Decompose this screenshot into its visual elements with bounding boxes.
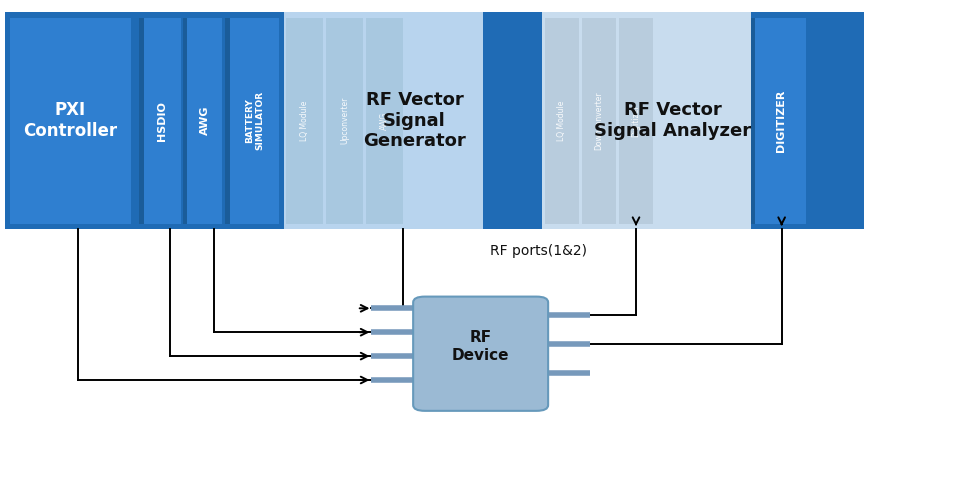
- FancyBboxPatch shape: [619, 18, 653, 224]
- Text: RF Vector
Signal
Generator: RF Vector Signal Generator: [363, 91, 466, 151]
- FancyBboxPatch shape: [144, 18, 181, 224]
- Text: Downconverter: Downconverter: [594, 91, 603, 150]
- FancyBboxPatch shape: [326, 18, 363, 224]
- FancyBboxPatch shape: [414, 296, 549, 411]
- Text: Digitizer: Digitizer: [631, 104, 640, 137]
- FancyBboxPatch shape: [10, 18, 131, 224]
- FancyBboxPatch shape: [230, 18, 279, 224]
- FancyBboxPatch shape: [582, 18, 616, 224]
- FancyBboxPatch shape: [183, 18, 187, 224]
- FancyBboxPatch shape: [755, 18, 806, 224]
- FancyBboxPatch shape: [366, 18, 403, 224]
- FancyBboxPatch shape: [187, 18, 222, 224]
- Text: LQ Module: LQ Module: [300, 100, 310, 141]
- Text: RF ports(1&2): RF ports(1&2): [490, 244, 587, 258]
- FancyBboxPatch shape: [225, 18, 230, 224]
- Text: AWG: AWG: [380, 111, 389, 130]
- FancyBboxPatch shape: [284, 12, 483, 229]
- Text: AWG: AWG: [200, 106, 210, 135]
- FancyBboxPatch shape: [286, 18, 323, 224]
- Text: BATTERY
SIMULATOR: BATTERY SIMULATOR: [245, 91, 264, 150]
- Text: LQ Module: LQ Module: [557, 100, 566, 141]
- FancyBboxPatch shape: [139, 18, 144, 224]
- Text: RF Vector
Signal Analyzer: RF Vector Signal Analyzer: [594, 101, 752, 140]
- Text: PXI
Controller: PXI Controller: [23, 101, 117, 140]
- FancyBboxPatch shape: [542, 12, 751, 229]
- Text: DIGITIZER: DIGITIZER: [776, 89, 786, 152]
- Text: RF
Device: RF Device: [452, 330, 510, 363]
- Text: HSDIO: HSDIO: [157, 101, 167, 141]
- FancyBboxPatch shape: [751, 18, 755, 224]
- Text: Upconverter: Upconverter: [340, 97, 350, 144]
- FancyBboxPatch shape: [5, 12, 864, 229]
- FancyBboxPatch shape: [545, 18, 579, 224]
